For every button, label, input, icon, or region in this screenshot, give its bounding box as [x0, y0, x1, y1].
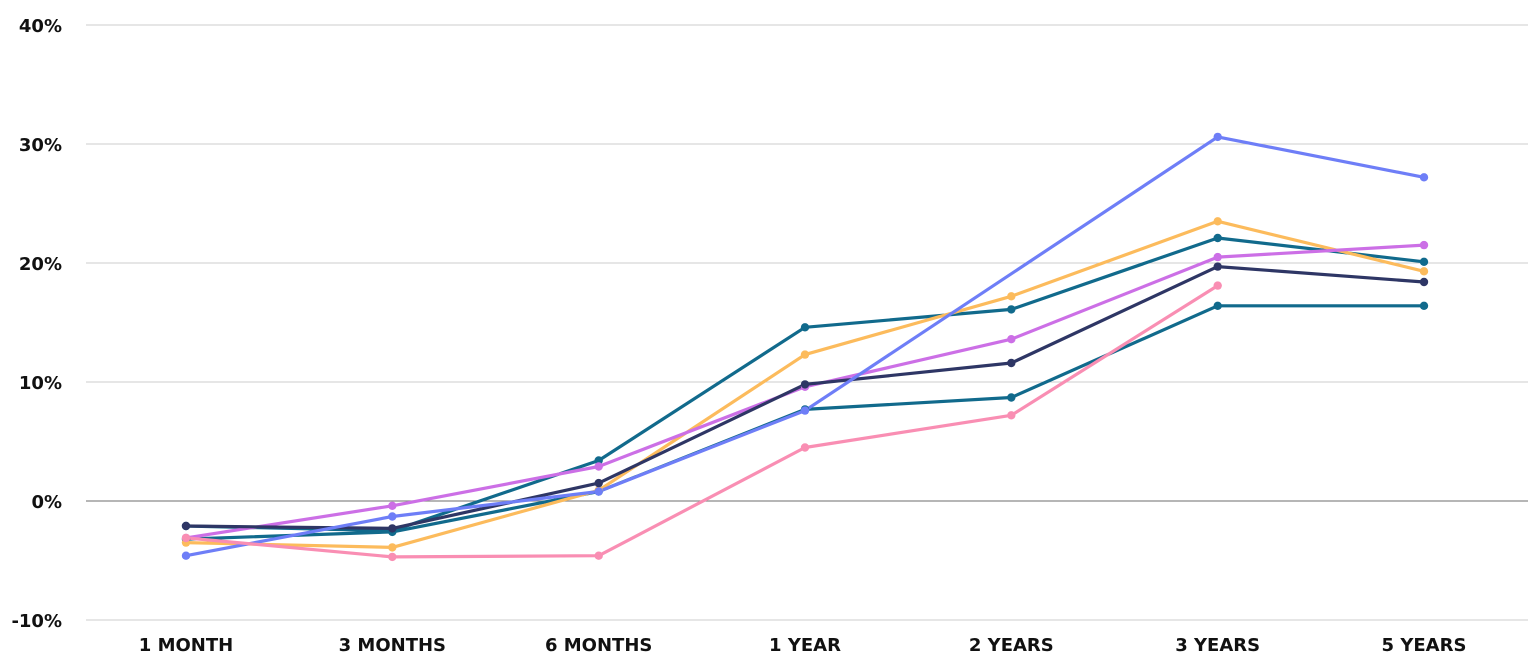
data-point [1419, 301, 1429, 310]
x-tick-label: 5 YEARS [1382, 635, 1467, 656]
x-tick-label: 2 YEARS [969, 635, 1054, 656]
data-point [1213, 262, 1222, 271]
data-point [800, 406, 810, 415]
data-point [1213, 301, 1222, 310]
series-line-6 [184, 135, 1426, 558]
data-point [1213, 217, 1222, 226]
y-tick-label: 10% [19, 373, 62, 394]
data-point [181, 521, 191, 531]
y-tick-label: 0% [31, 492, 62, 513]
data-point [800, 323, 810, 332]
data-point [1007, 335, 1016, 344]
y-tick-label: -10% [11, 611, 62, 632]
data-point [1419, 173, 1429, 182]
series-lines [184, 135, 1426, 559]
data-point [388, 501, 397, 510]
data-point [800, 443, 810, 452]
y-axis-tick-labels: -10% 0% 10% 20% 30% 40% [11, 16, 62, 632]
data-point [1419, 267, 1429, 276]
data-point [1213, 281, 1222, 290]
data-point [1213, 252, 1222, 262]
data-point [1213, 233, 1222, 243]
data-point [388, 524, 397, 533]
series-line-4 [184, 243, 1426, 540]
data-point [181, 533, 191, 543]
x-tick-label: 1 MONTH [139, 635, 233, 656]
data-point [594, 478, 603, 488]
x-tick-label: 6 MONTHS [545, 635, 652, 656]
x-tick-label: 1 YEAR [769, 635, 841, 656]
data-point [594, 456, 603, 465]
y-tick-label: 20% [19, 254, 62, 275]
x-tick-label: 3 YEARS [1175, 635, 1260, 656]
data-point [1419, 240, 1429, 250]
data-point [594, 462, 603, 471]
data-point [594, 551, 603, 560]
data-point [1419, 257, 1429, 266]
data-point [1419, 277, 1429, 287]
data-point [800, 350, 810, 359]
data-point [1007, 358, 1016, 368]
data-point [181, 551, 191, 560]
data-point [1007, 292, 1016, 301]
y-tick-label: 40% [19, 16, 62, 37]
gridlines [86, 24, 1528, 621]
data-point [800, 380, 810, 389]
series-points [181, 132, 1429, 562]
x-tick-label: 3 MONTHS [339, 635, 446, 656]
data-point [388, 543, 397, 552]
data-point [1007, 411, 1016, 420]
data-point [1007, 305, 1016, 314]
series-line-7 [184, 284, 1220, 559]
data-point [594, 487, 603, 496]
series-line-2 [184, 304, 1426, 541]
x-axis-tick-labels: 1 MONTH 3 MONTHS 6 MONTHS 1 YEAR 2 YEARS 3 YE… [139, 635, 1467, 656]
data-point [1213, 132, 1222, 142]
y-tick-label: 30% [19, 135, 62, 156]
data-point [388, 552, 397, 562]
data-point [1007, 393, 1016, 402]
data-point [388, 512, 397, 521]
